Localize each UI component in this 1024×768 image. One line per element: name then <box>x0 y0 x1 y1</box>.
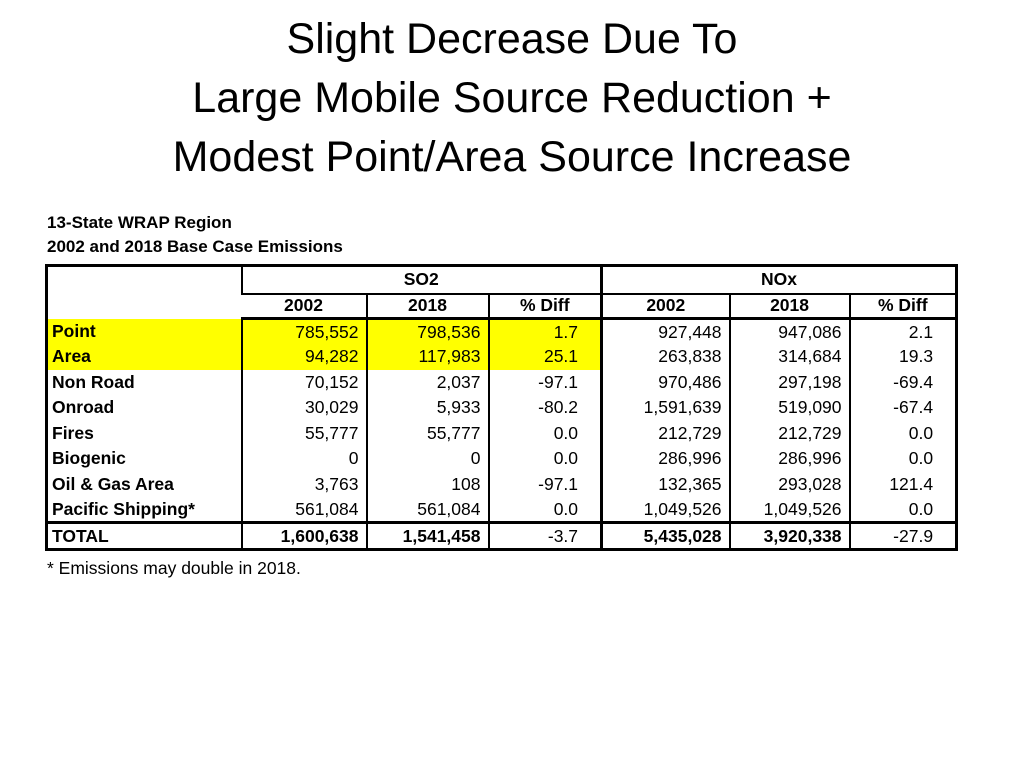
cell-value: 3,763 <box>240 471 367 497</box>
cell-value: 970,486 <box>600 369 730 395</box>
subheading-line-2: 2002 and 2018 Base Case Emissions <box>47 237 343 256</box>
row-label: Oil & Gas Area <box>52 473 174 494</box>
cell-value: 0 <box>365 446 489 472</box>
cell-value: 798,536 <box>365 318 489 344</box>
cell-value: 927,448 <box>600 318 730 344</box>
column-header-row: 2002 2018 % Diff 2002 2018 % Diff <box>47 293 957 320</box>
cell-value: 0.0 <box>487 497 602 523</box>
cell-value: 132,365 <box>600 471 730 497</box>
cell-value: 212,729 <box>600 420 730 446</box>
cell-value: 286,996 <box>600 446 730 472</box>
row-label: Onroad <box>52 397 115 418</box>
cell-value: 293,028 <box>728 471 850 497</box>
subheading-line-1: 13-State WRAP Region <box>47 213 232 232</box>
title-line-1: Slight Decrease Due To <box>286 15 738 63</box>
total-nox-2018: 3,920,338 <box>728 521 850 550</box>
group-header-so2: SO2 <box>240 265 602 295</box>
total-row: TOTAL 1,600,638 1,541,458 -3.7 5,435,028… <box>46 521 957 550</box>
cell-value: 55,777 <box>365 420 489 446</box>
cell-value: 117,983 <box>365 344 489 370</box>
emissions-table: SO2 NOx 2002 2018 % Diff 2002 2018 % Dif… <box>45 264 959 551</box>
group-header-row: SO2 NOx <box>47 265 957 295</box>
table-row: Area 94,282 117,983 25.1 263,838 314,684 19.3 <box>46 344 957 370</box>
col-header-nox-pctdiff: % Diff <box>848 293 957 320</box>
cell-value: 0.0 <box>848 446 957 472</box>
cell-value: 561,084 <box>365 497 489 523</box>
cell-value: 212,729 <box>728 420 850 446</box>
emissions-table-container: SO2 NOx 2002 2018 % Diff 2002 2018 % Dif… <box>45 264 960 551</box>
total-nox-2002: 5,435,028 <box>600 521 730 550</box>
title-line-2: Large Mobile Source Reduction + <box>192 74 832 122</box>
total-nox-pctdiff: -27.9 <box>848 521 957 550</box>
cell-value: 1,049,526 <box>728 497 850 523</box>
cell-value: 2,037 <box>365 369 489 395</box>
total-row-label: TOTAL <box>46 521 242 550</box>
cell-value: 19.3 <box>848 344 957 370</box>
cell-value: -97.1 <box>487 471 602 497</box>
table-row: Point 785,552 798,536 1.7 927,448 947,086 2.1 <box>46 318 957 344</box>
table-row: Pacific Shipping* 561,084 561,084 0.0 1,049,… <box>47 497 957 523</box>
title-line-3: Modest Point/Area Source Increase <box>172 133 852 181</box>
row-label: Pacific Shipping* <box>52 498 195 519</box>
table-row: Non Road 70,152 2,037 -97.1 970,486 297,198 -6… <box>47 369 957 395</box>
table-row: Oil & Gas Area 3,763 108 -97.1 132,365 293,02… <box>47 471 957 497</box>
cell-value: 1,591,639 <box>600 395 730 421</box>
cell-value: 5,933 <box>365 395 489 421</box>
total-so2-2018: 1,541,458 <box>365 521 489 550</box>
cell-value: 0.0 <box>487 420 602 446</box>
row-label: Fires <box>52 422 94 443</box>
footnote: * Emissions may double in 2018. <box>47 558 301 578</box>
col-header-so2-2018: 2018 <box>365 293 489 320</box>
cell-value: 1.7 <box>487 318 602 344</box>
cell-value: -80.2 <box>487 395 602 421</box>
cell-value: 519,090 <box>728 395 850 421</box>
cell-value: 108 <box>365 471 489 497</box>
cell-value: 0.0 <box>848 420 957 446</box>
corner-header-cell <box>47 266 242 319</box>
cell-value: 0.0 <box>848 497 957 523</box>
cell-value: -69.4 <box>848 369 957 395</box>
col-header-nox-2002: 2002 <box>600 293 730 320</box>
slide-title: Slight Decrease Due To Large Mobile Sour… <box>0 10 1024 187</box>
cell-value: 94,282 <box>240 344 367 370</box>
cell-value: 1,049,526 <box>600 497 730 523</box>
cell-value: 286,996 <box>728 446 850 472</box>
cell-value: -67.4 <box>848 395 957 421</box>
table-body: Point 785,552 798,536 1.7 927,448 947,086 2.1 A… <box>46 318 957 523</box>
cell-value: 297,198 <box>728 369 850 395</box>
cell-value: 561,084 <box>240 497 367 523</box>
cell-value: 25.1 <box>487 344 602 370</box>
row-label: Non Road <box>52 371 135 392</box>
cell-value: 0.0 <box>487 446 602 472</box>
col-header-nox-2018: 2018 <box>728 293 850 320</box>
table-row: Onroad 30,029 5,933 -80.2 1,591,639 519,090 -6… <box>47 395 957 421</box>
table-row: Fires 55,777 55,777 0.0 212,729 212,729 0.0 <box>47 420 957 446</box>
cell-value: 2.1 <box>848 318 957 344</box>
group-header-nox: NOx <box>600 265 957 295</box>
cell-value: 263,838 <box>600 344 730 370</box>
table-row: Biogenic 0 0 0.0 286,996 286,996 0.0 <box>47 446 957 472</box>
cell-value: 30,029 <box>240 395 367 421</box>
cell-value: 314,684 <box>728 344 850 370</box>
cell-value: 55,777 <box>240 420 367 446</box>
cell-value: 0 <box>240 446 367 472</box>
cell-value: 785,552 <box>240 318 367 344</box>
table-subheading: 13-State WRAP Region 2002 and 2018 Base … <box>47 211 1024 259</box>
col-header-so2-pctdiff: % Diff <box>487 293 602 320</box>
total-so2-2002: 1,600,638 <box>240 521 367 550</box>
cell-value: 70,152 <box>240 369 367 395</box>
cell-value: 947,086 <box>728 318 850 344</box>
col-header-so2-2002: 2002 <box>241 293 367 320</box>
row-label: Area <box>46 344 242 370</box>
total-so2-pctdiff: -3.7 <box>487 521 602 550</box>
row-label: Point <box>46 318 242 344</box>
row-label: Biogenic <box>52 448 126 469</box>
cell-value: -97.1 <box>487 369 602 395</box>
cell-value: 121.4 <box>848 471 957 497</box>
